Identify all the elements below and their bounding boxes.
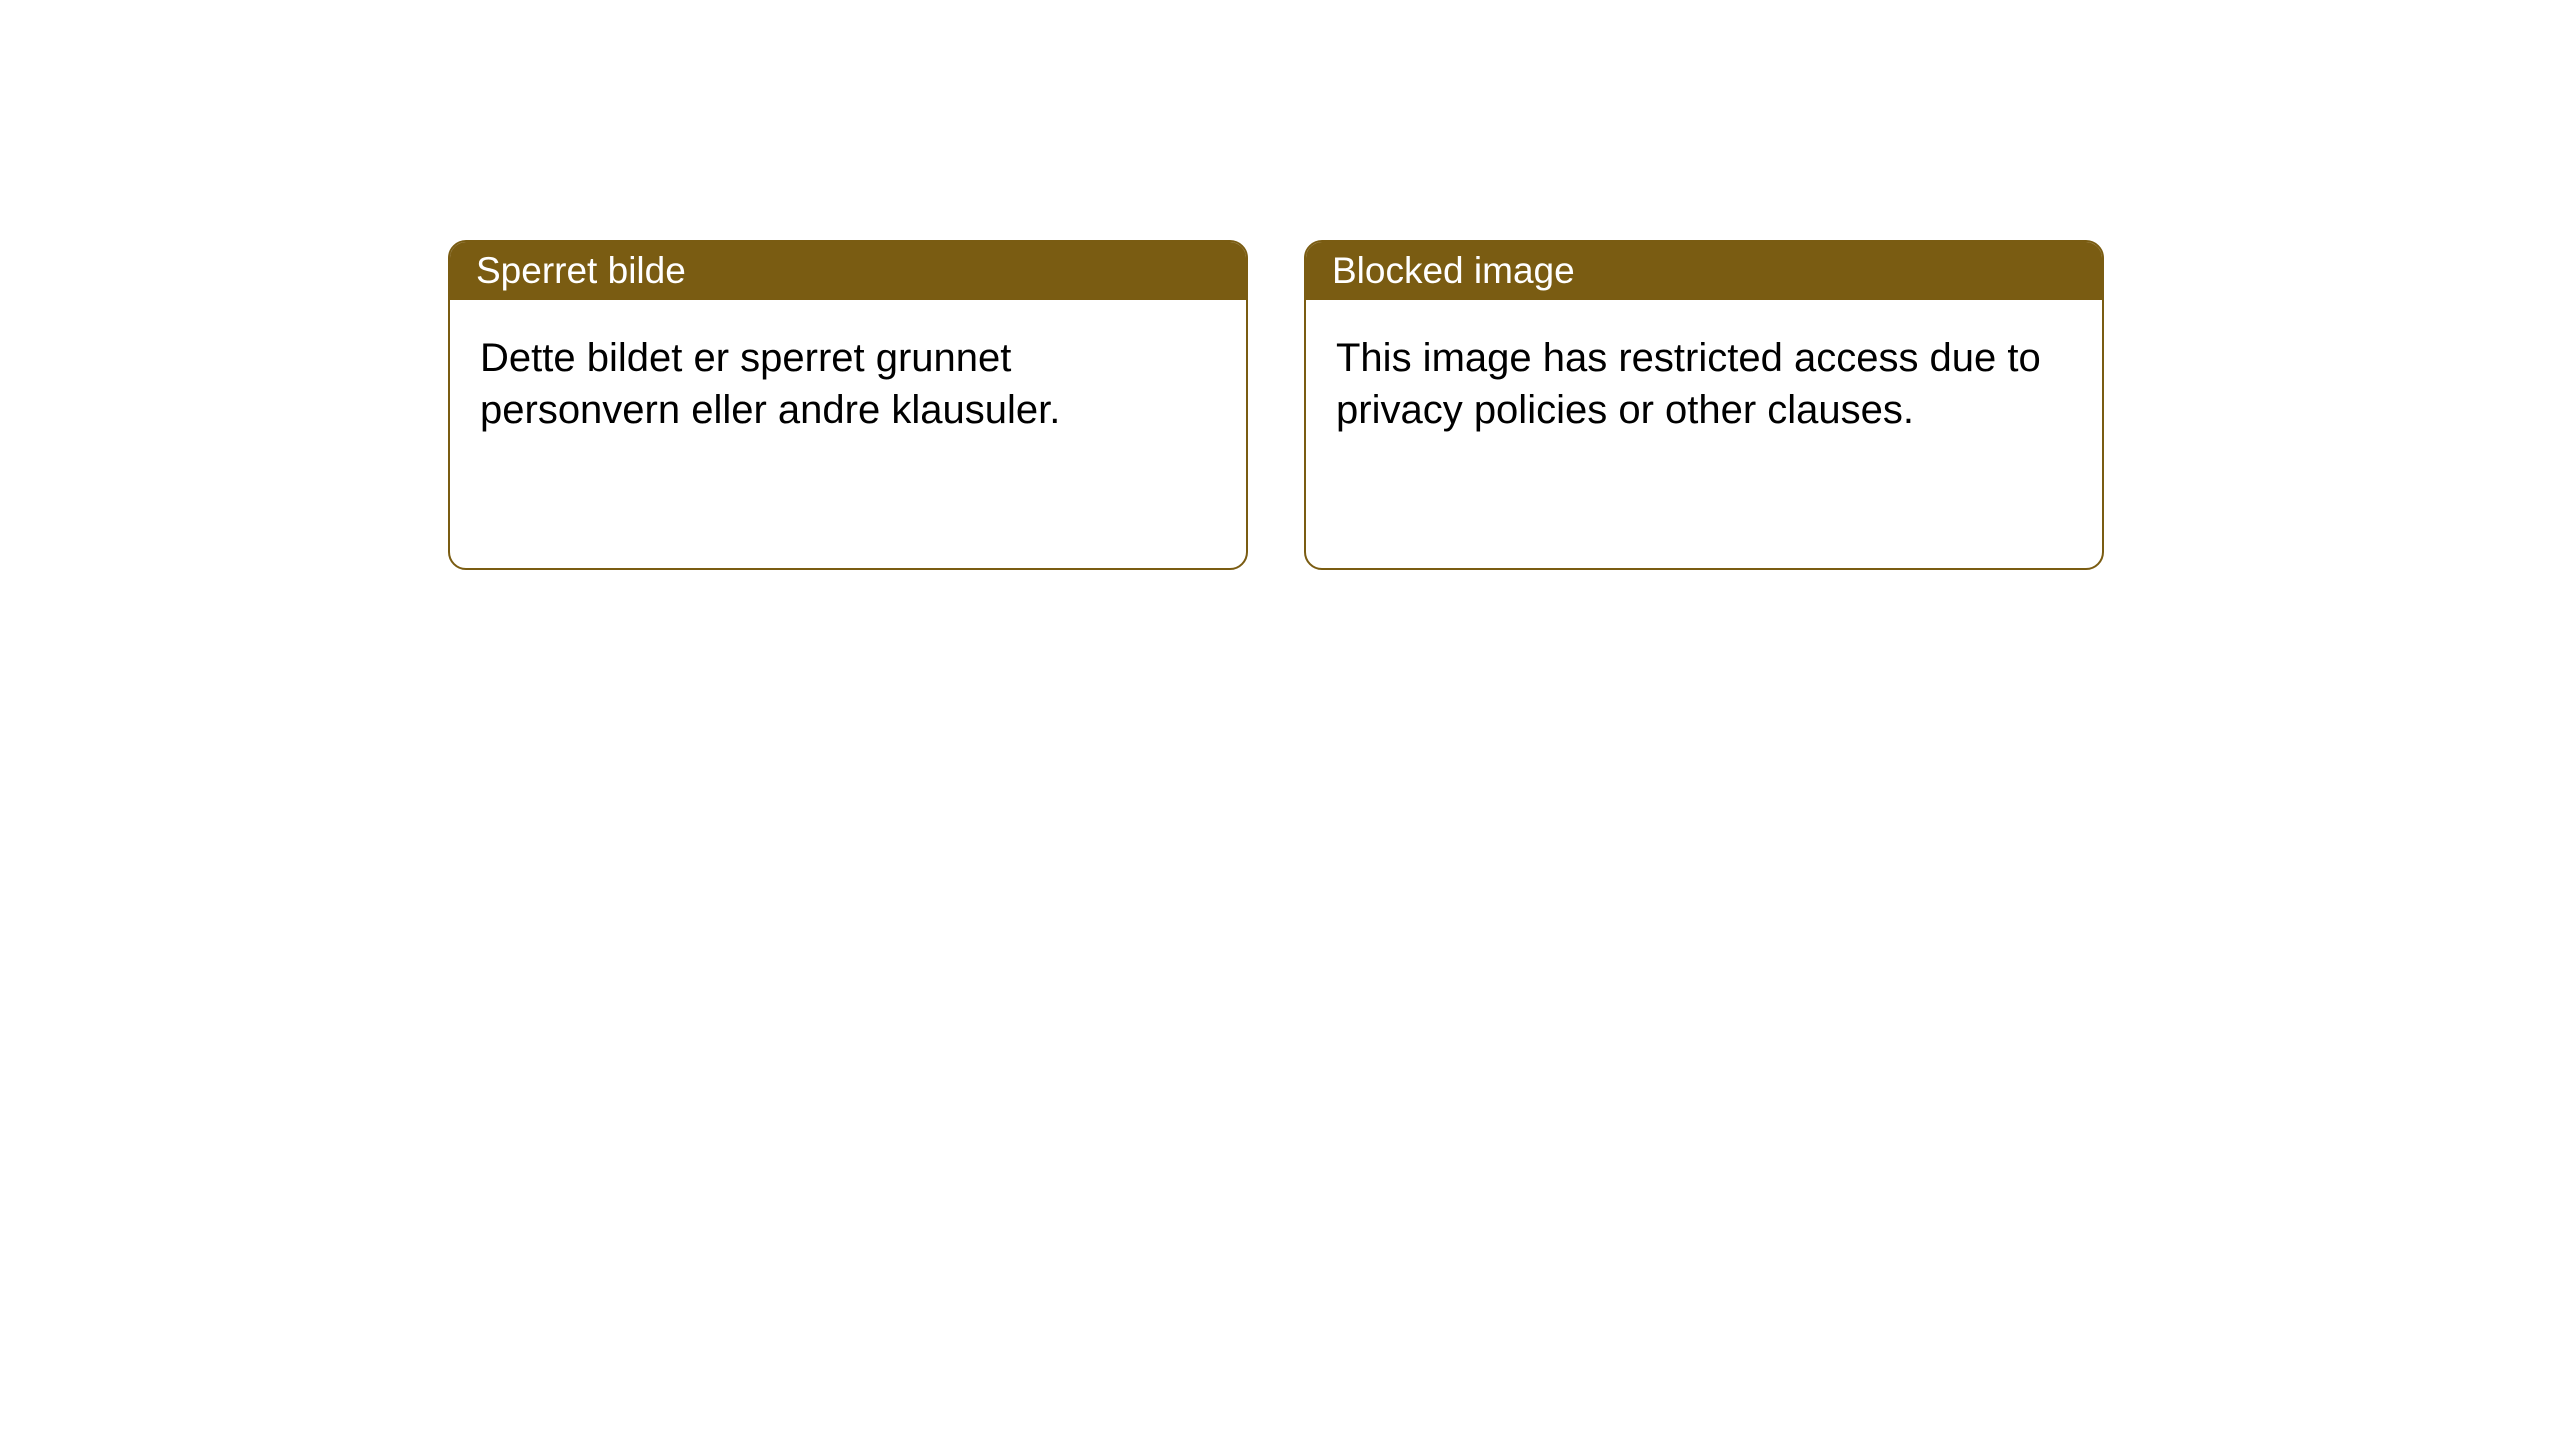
notice-card-norwegian: Sperret bilde Dette bildet er sperret gr… xyxy=(448,240,1248,570)
notice-card-english: Blocked image This image has restricted … xyxy=(1304,240,2104,570)
notice-body-english: This image has restricted access due to … xyxy=(1306,300,2102,468)
notice-title-english: Blocked image xyxy=(1306,242,2102,300)
notice-title-norwegian: Sperret bilde xyxy=(450,242,1246,300)
notice-container: Sperret bilde Dette bildet er sperret gr… xyxy=(0,0,2560,570)
notice-body-norwegian: Dette bildet er sperret grunnet personve… xyxy=(450,300,1246,468)
